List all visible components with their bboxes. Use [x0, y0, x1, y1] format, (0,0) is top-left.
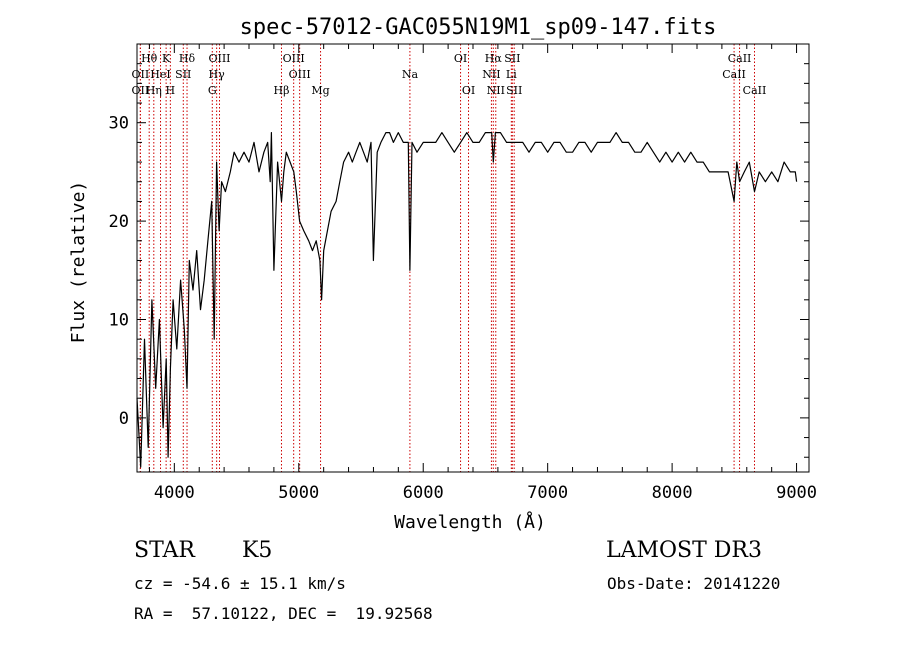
object-class: STAR [134, 538, 195, 563]
x-tick-label: 8000 [652, 483, 693, 503]
y-axis-label: Flux (relative) [68, 181, 89, 344]
y-tick-label: 30 [109, 114, 129, 134]
line-label-0: Hθ [141, 52, 158, 65]
y-axis-ticks: 0 10 20 30 [109, 43, 809, 458]
line-label-22: Li [506, 68, 517, 81]
line-label-6: H [166, 84, 176, 97]
line-label-2: OII [132, 84, 150, 97]
line-label-10: Hγ [209, 68, 226, 81]
line-label-25: CaII [728, 52, 752, 65]
line-label-24: SII [506, 84, 522, 97]
line-label-12: OIII [283, 52, 305, 65]
object-subclass: K5 [242, 538, 273, 563]
line-label-16: Na [402, 68, 419, 81]
line-label-5: HeI [150, 68, 170, 81]
line-label-21: NII [482, 68, 500, 81]
line-label-17: OI [454, 52, 467, 65]
y-tick-label: 20 [109, 212, 129, 232]
spectrum-line [136, 132, 798, 468]
line-label-20: SII [504, 52, 520, 65]
survey-name: LAMOST DR3 [606, 538, 762, 563]
x-tick-label: 9000 [776, 483, 817, 503]
observation-date: Obs-Date: 20141220 [607, 574, 781, 593]
line-label-4: K [162, 52, 171, 65]
x-axis-ticks: 4000 5000 6000 7000 8000 9000 [148, 44, 817, 503]
redshift-velocity: cz = -54.6 ± 15.1 km/s [134, 574, 346, 593]
chart-title: spec-57012-GAC055N19M1_sp09-147.fits [240, 15, 717, 40]
line-label-1: OII [132, 68, 150, 81]
sky-coordinates: RA = 57.10122, DEC = 19.92568 [134, 604, 433, 623]
x-tick-label: 7000 [527, 483, 568, 503]
line-label-19: Hα [485, 52, 503, 65]
y-tick-label: 0 [119, 409, 129, 429]
line-label-26: CaII [722, 68, 746, 81]
line-label-27: CaII [743, 84, 767, 97]
line-label-7: Hδ [179, 52, 196, 65]
x-axis-label: Wavelength (Å) [394, 511, 546, 533]
line-label-18: OI [462, 84, 475, 97]
x-tick-label: 5000 [278, 483, 319, 503]
line-label-23: NII [487, 84, 505, 97]
line-label-15: Mg [311, 84, 329, 97]
plot-frame [136, 43, 810, 473]
y-tick-label: 10 [109, 310, 129, 330]
line-label-3: Hη [146, 84, 162, 97]
line-markers [139, 44, 755, 472]
line-label-14: Hβ [274, 84, 290, 97]
line-label-13: OIII [289, 68, 311, 81]
line-label-8: SII [175, 68, 191, 81]
x-tick-label: 6000 [403, 483, 444, 503]
line-label-9: OIII [208, 52, 230, 65]
x-tick-label: 4000 [154, 483, 195, 503]
line-label-11: G [208, 84, 217, 97]
